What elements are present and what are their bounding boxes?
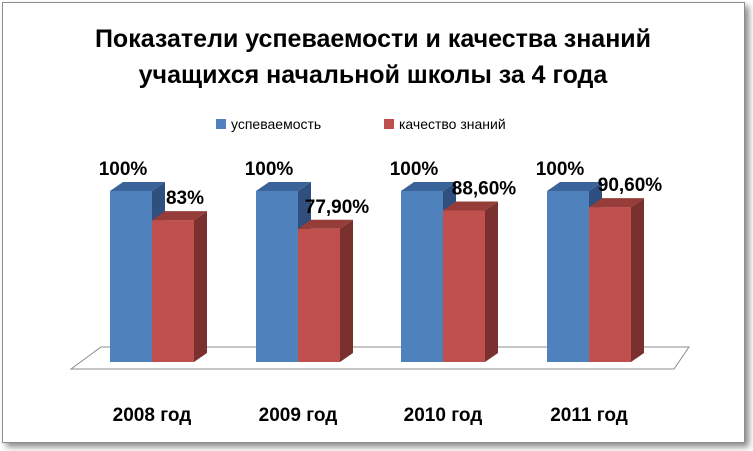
data-label-1-3: 90,60% [598,175,663,196]
category-label-3: 2011 год [550,405,628,426]
chart-title-line-2: учащихся начальной школы за 4 года [139,61,609,89]
bar-1-3 [589,198,644,362]
bars-group: 100% 83% 100% 77,90% 100% 88,60% 100% 90,60% [99,159,663,362]
legend-label-kachestvo: качество знаний [399,116,506,132]
bar-1-2 [443,201,498,362]
category-labels: 2008 год 2009 год 2010 год 2011 год [113,405,628,426]
data-label-1-1: 77,90% [305,197,370,218]
bar-1-0 [152,211,207,362]
category-label-2: 2010 год [404,405,483,426]
data-label-0-2: 100% [390,159,439,180]
legend: успеваемость качество знаний [216,116,506,132]
legend-swatch-kachestvo [384,119,394,129]
data-label-1-2: 88,60% [452,178,517,199]
data-label-0-1: 100% [245,159,294,180]
chart-floor [69,346,690,370]
bar-1-1 [298,219,353,362]
category-label-0: 2008 год [113,405,192,426]
data-label-0-0: 100% [99,159,148,180]
data-label-1-0: 83% [166,188,204,209]
data-label-0-3: 100% [536,159,585,180]
category-label-1: 2009 год [259,405,338,426]
chart-frame: Показатели успеваемости и качества знани… [2,2,745,443]
legend-label-uspevaemost: успеваемость [231,116,321,132]
legend-swatch-uspevaemost [216,119,226,129]
bar-chart: Показатели успеваемости и качества знани… [69,25,690,426]
chart-title-line-1: Показатели успеваемости и качества знани… [95,25,651,53]
